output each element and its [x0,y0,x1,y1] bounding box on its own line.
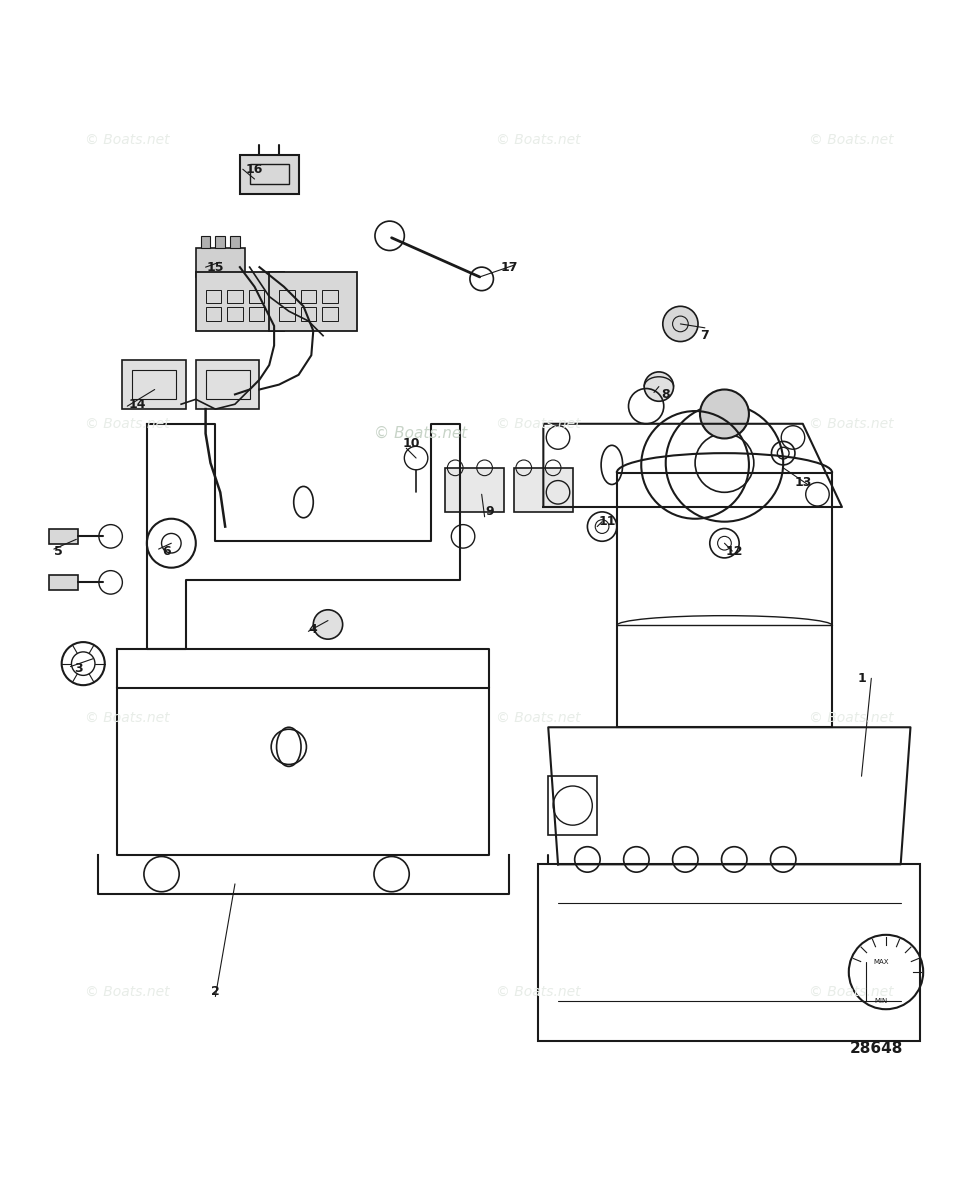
Text: 9: 9 [485,505,493,518]
Bar [200,236,210,247]
Bar [215,236,225,247]
Bar [196,272,284,331]
Text: © Boats.net: © Boats.net [809,416,893,431]
Bar [227,289,243,304]
Text: © Boats.net: © Boats.net [85,133,169,146]
Bar [322,289,337,304]
Bar [205,289,221,304]
Text: 5: 5 [55,545,63,558]
Text: MIN: MIN [873,998,887,1004]
Text: 17: 17 [500,260,517,274]
Text: © Boats.net: © Boats.net [374,426,467,442]
Text: 7: 7 [700,329,708,342]
Text: 8: 8 [661,388,669,401]
Bar [240,155,298,193]
Bar [279,289,294,304]
Text: © Boats.net: © Boats.net [496,416,580,431]
Bar [300,307,316,320]
Text: © Boats.net: © Boats.net [85,710,169,725]
Bar [196,360,259,409]
Text: 2: 2 [211,985,219,998]
Text: © Boats.net: © Boats.net [496,133,580,146]
Text: 15: 15 [206,260,224,274]
Bar [249,164,289,184]
Bar [230,236,240,247]
Text: 4: 4 [309,623,317,636]
Bar [538,864,919,1040]
Circle shape [699,390,748,438]
Text: 14: 14 [128,397,146,410]
Bar [269,272,357,331]
Bar [49,575,78,590]
Text: MAX: MAX [872,959,888,965]
Text: 11: 11 [598,515,615,528]
Bar [196,247,244,277]
Bar [227,307,243,320]
Bar [616,473,831,727]
Bar [279,307,294,320]
Text: 13: 13 [793,476,811,490]
Bar [445,468,504,512]
Text: © Boats.net: © Boats.net [85,984,169,998]
Text: 16: 16 [245,163,263,175]
Bar [248,307,264,320]
Text: 1: 1 [857,672,865,685]
Bar [205,370,249,400]
Text: © Boats.net: © Boats.net [496,710,580,725]
Text: © Boats.net: © Boats.net [809,710,893,725]
Circle shape [313,610,342,640]
Text: © Boats.net: © Boats.net [809,133,893,146]
Bar [513,468,572,512]
Circle shape [644,372,673,401]
Text: © Boats.net: © Boats.net [85,416,169,431]
Bar [49,528,78,544]
Bar [300,289,316,304]
Text: © Boats.net: © Boats.net [809,984,893,998]
Circle shape [662,306,697,342]
Bar [548,776,597,835]
Bar [248,289,264,304]
Bar [322,307,337,320]
Text: © Boats.net: © Boats.net [496,984,580,998]
Text: 3: 3 [74,662,82,676]
Bar [122,360,186,409]
Bar [205,307,221,320]
Bar [132,370,176,400]
Text: 6: 6 [162,545,170,558]
Text: 10: 10 [402,437,420,450]
Text: 12: 12 [725,545,742,558]
Text: 28648: 28648 [849,1040,902,1056]
